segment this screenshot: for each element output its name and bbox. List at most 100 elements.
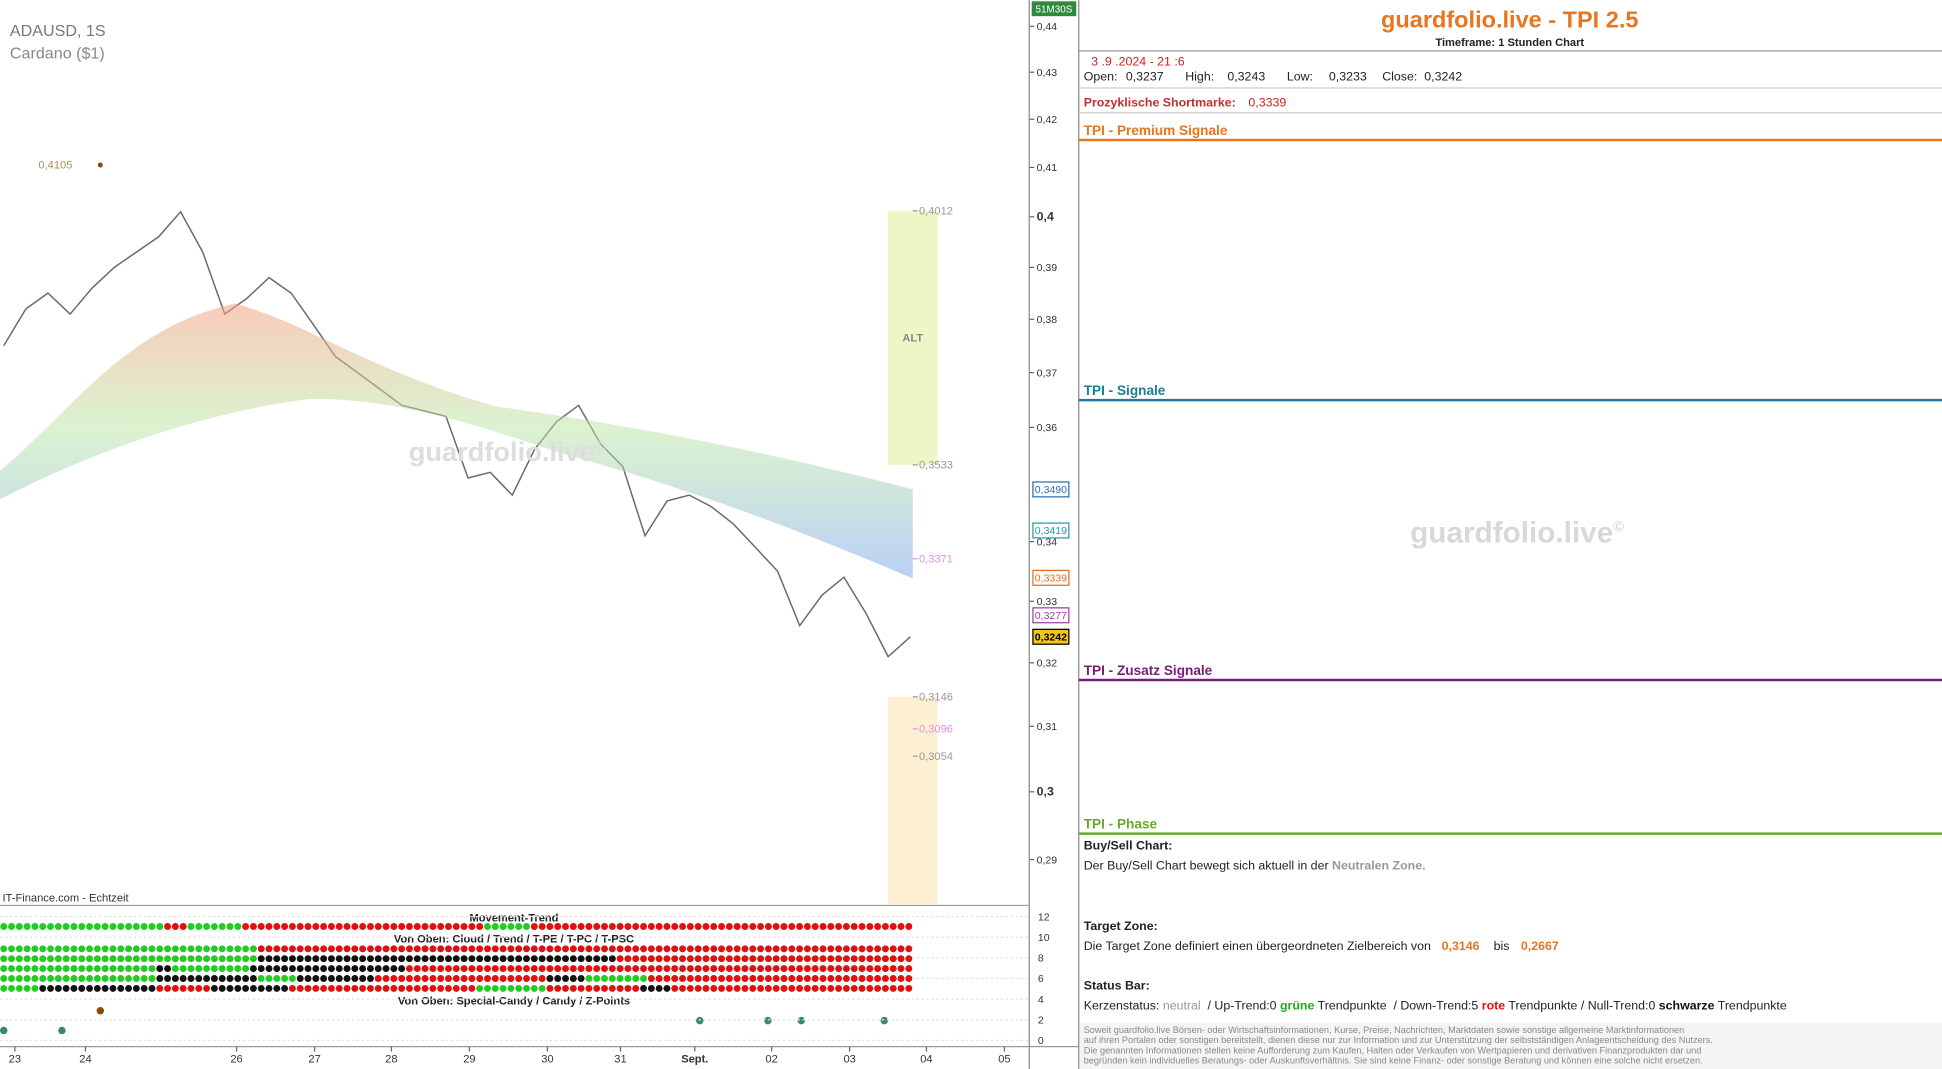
- countdown-box: [1031, 1, 1077, 17]
- indicator-dot: [39, 945, 47, 953]
- indicator-dot: [296, 945, 304, 953]
- indicator-dot: [0, 955, 8, 963]
- indicator-dot: [62, 945, 70, 953]
- indicator-dot: [718, 984, 726, 992]
- target-text: Die Target Zone definiert einen übergeor…: [1084, 939, 1431, 953]
- indicator-dot: [171, 975, 179, 982]
- indicator-dot: [866, 945, 874, 953]
- target-heading: Target Zone:: [1084, 919, 1158, 933]
- indicator-dot: [343, 923, 351, 930]
- indicator-dot: [632, 965, 640, 973]
- level-label: 0,4012: [919, 206, 953, 218]
- indicator-dot: [780, 923, 788, 930]
- indicator-dot: [741, 975, 749, 982]
- indicator-dot: [530, 975, 538, 982]
- indicator-dot: [601, 923, 608, 930]
- indicator-dot: [140, 965, 148, 973]
- indicator-dot: [796, 984, 804, 992]
- indicator-dot: [390, 923, 398, 930]
- indicator-dot: [538, 965, 546, 973]
- indicator-dot: [359, 955, 367, 963]
- buysell-sentence: Der Buy/Sell Chart bewegt sich aktuell i…: [1084, 859, 1332, 873]
- ohlc-label: High:: [1185, 70, 1214, 84]
- indicator-dot: [249, 955, 257, 963]
- indicator-dot: [866, 965, 874, 973]
- indicator-dot: [23, 975, 31, 982]
- indicator-dot: [819, 984, 827, 992]
- indicator-dot: [788, 923, 796, 930]
- indicator-dot: [749, 945, 757, 953]
- ohlc-label: Close:: [1382, 70, 1417, 84]
- indicator-dot: [148, 975, 156, 982]
- indicator-dot: [351, 955, 359, 963]
- indicator-dot: [320, 965, 328, 973]
- indicator-dot: [889, 923, 897, 930]
- disclaimer-line: auf ihren Portalen oder sonstigen bereit…: [1084, 1035, 1713, 1045]
- indicator-dot: [842, 945, 850, 953]
- indicator-dot: [242, 955, 250, 963]
- indicator-dot: [437, 984, 445, 992]
- x-tick-label: 24: [79, 1054, 91, 1066]
- indicator-segment: [257, 975, 296, 982]
- indicator-dot: [725, 945, 733, 953]
- indicator-dot: [530, 984, 538, 992]
- indicator-dot: [101, 984, 109, 992]
- indicator-dot: [562, 955, 569, 963]
- indicator-dot: [491, 965, 499, 973]
- indicator-dot: [164, 975, 172, 982]
- indicator-dot: [484, 923, 491, 930]
- status-part: Trendpunkte: [1715, 998, 1787, 1012]
- indicator-dot: [663, 945, 671, 953]
- indicator-dot: [741, 955, 749, 963]
- indicator-dot: [468, 975, 476, 982]
- indicator-dot: [203, 955, 211, 963]
- z-point: [96, 1006, 105, 1015]
- indicator-dot: [850, 975, 858, 982]
- indicator-dot: [733, 923, 741, 930]
- indicator-dot: [764, 975, 772, 982]
- indicator-dot: [468, 945, 476, 953]
- indicator-dot: [523, 955, 530, 963]
- indicator-dot: [398, 984, 406, 992]
- indicator-dot: [757, 965, 765, 973]
- disclaimer-line: Die genannten Informationen stellen kein…: [1084, 1045, 1702, 1055]
- indicator-dot: [281, 955, 289, 963]
- indicator-dot: [390, 975, 398, 982]
- indicator-tick-label: 10: [1038, 932, 1050, 944]
- indicator-dot: [702, 975, 710, 982]
- indicator-dot: [78, 923, 86, 930]
- indicator-dot: [359, 945, 367, 953]
- buysell-zone: Neutralen Zone.: [1332, 859, 1426, 873]
- indicator-dot: [819, 945, 827, 953]
- indicator-dot: [530, 923, 538, 930]
- indicator-dot: [234, 955, 242, 963]
- indicator-dot: [273, 955, 281, 963]
- indicator-dot: [86, 965, 94, 973]
- indicator-dot: [8, 965, 15, 973]
- indicator-dot: [156, 975, 164, 982]
- indicator-dot: [546, 955, 554, 963]
- indicator-dot: [764, 955, 772, 963]
- indicator-segment: [530, 923, 913, 930]
- indicator-dot: [203, 945, 211, 953]
- indicator-dot: [109, 965, 117, 973]
- indicator-dot: [554, 984, 562, 992]
- indicator-dot: [811, 965, 819, 973]
- indicator-dot: [663, 955, 671, 963]
- indicator-dot: [554, 923, 562, 930]
- indicator-dot: [515, 975, 523, 982]
- indicator-dot: [54, 965, 62, 973]
- indicator-segment: [0, 923, 164, 930]
- indicator-dot: [187, 945, 195, 953]
- indicator-dot: [601, 955, 608, 963]
- indicator-dot: [476, 923, 484, 930]
- indicator-dot: [70, 975, 78, 982]
- indicator-dot: [585, 945, 593, 953]
- indicator-dot: [23, 923, 31, 930]
- price-marker-label: 0,3339: [1035, 573, 1067, 585]
- indicator-dot: [710, 923, 718, 930]
- indicator-dot: [858, 965, 866, 973]
- indicator-dot: [179, 984, 187, 992]
- indicator-dot: [312, 975, 320, 982]
- indicator-title: Von Oben: Cloud / Trend / T-PE / T-PC / …: [394, 934, 634, 946]
